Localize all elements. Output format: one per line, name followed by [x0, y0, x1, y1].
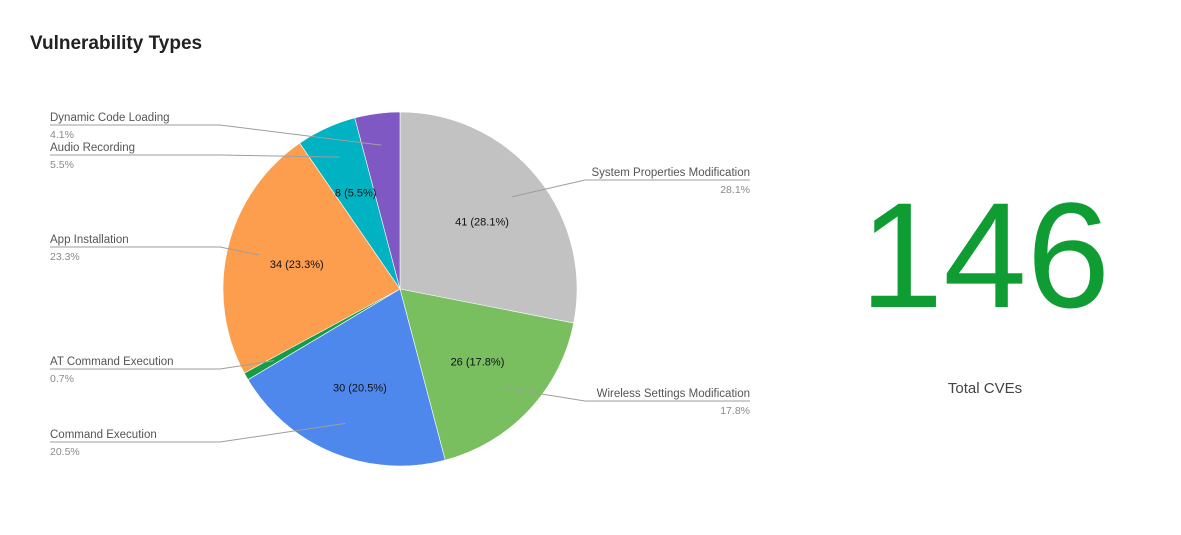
callout-line [50, 422, 346, 443]
callout-line [50, 124, 382, 146]
total-cves-label: Total CVEs [947, 380, 1023, 397]
scorecard: 146 Total CVEs [840, 170, 1130, 397]
slice-value-label: 26 (17.8%) [451, 357, 505, 369]
slice-percent-label: 4.1% [50, 129, 74, 141]
pie-slice [247, 288, 446, 467]
slice-value-label: 41 (28.1%) [455, 217, 509, 229]
slice-percent-label: 0.7% [50, 373, 74, 385]
pie-slice [354, 111, 401, 290]
slice-name-label: AT Command Execution [50, 356, 174, 368]
total-cves-value: 146 [859, 171, 1111, 339]
pie-slice [399, 111, 578, 324]
slice-value-label: 8 (5.5%) [335, 187, 377, 199]
callout-line [511, 179, 750, 198]
callout-line [50, 246, 260, 256]
pie-slice [222, 142, 401, 374]
slice-percent-label: 28.1% [720, 184, 750, 196]
slice-name-label: Wireless Settings Modification [597, 388, 750, 400]
slice-name-label: Audio Recording [50, 142, 135, 154]
slice-name-label: System Properties Modification [591, 167, 750, 179]
chart-title: Vulnerability Types [30, 33, 203, 54]
callout-line [50, 154, 340, 158]
slice-value-label: 34 (23.3%) [270, 259, 324, 271]
callout-line [505, 387, 750, 402]
slice-name-label: Dynamic Code Loading [50, 112, 170, 124]
pie-slice [399, 288, 575, 461]
slice-percent-label: 20.5% [50, 446, 80, 458]
slice-name-label: App Installation [50, 234, 129, 246]
slice-percent-label: 23.3% [50, 251, 80, 263]
slice-name-label: Command Execution [50, 429, 157, 441]
slice-percent-label: 5.5% [50, 159, 74, 171]
callout-line [50, 360, 274, 370]
slice-percent-label: 17.8% [720, 405, 750, 417]
slice-value-label: 30 (20.5%) [333, 382, 387, 394]
